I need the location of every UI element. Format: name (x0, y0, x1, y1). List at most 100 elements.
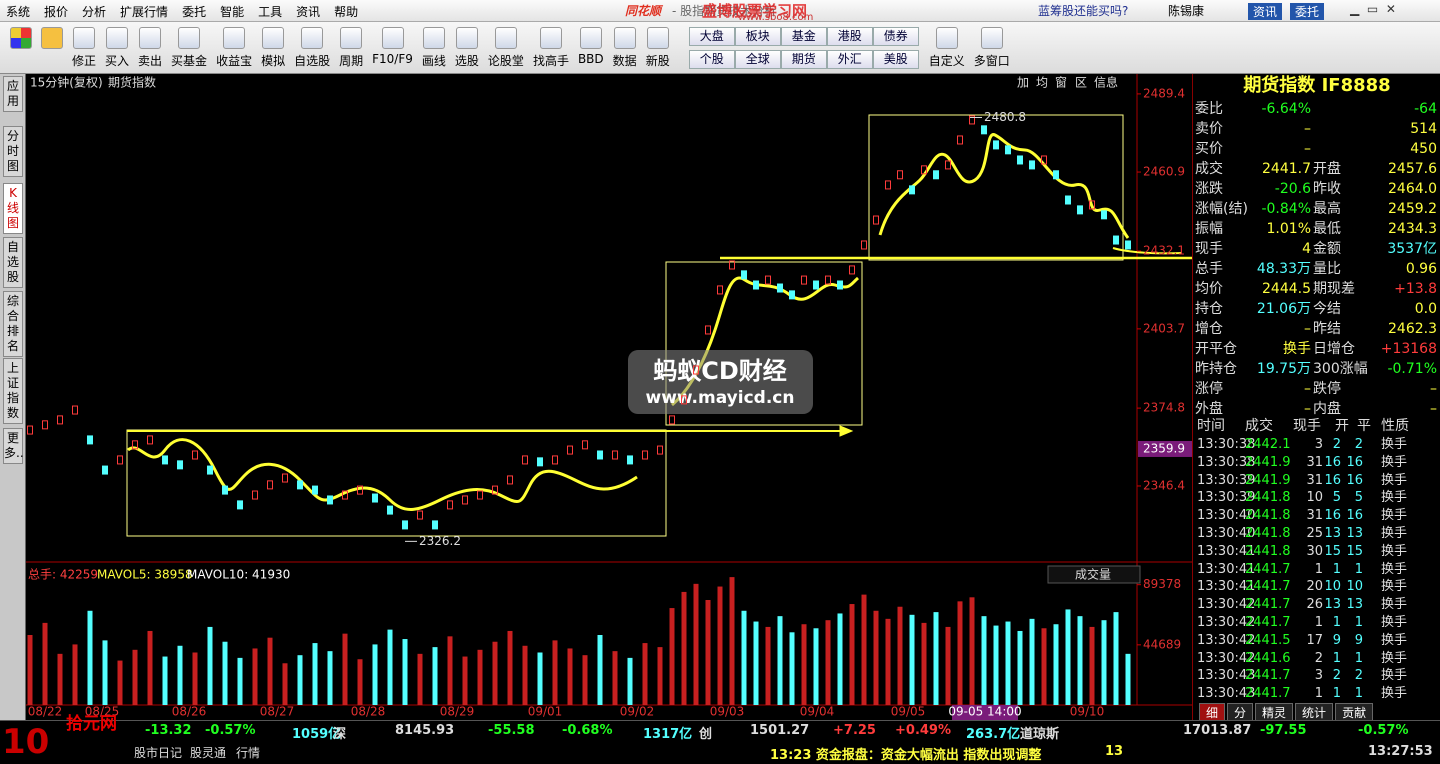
trade-cell: 1 (1332, 615, 1341, 630)
status-tab[interactable]: 股市日记 (134, 746, 183, 760)
market-button[interactable]: 大盘 (688, 27, 735, 46)
toolbar-button[interactable]: 卖出 (138, 27, 162, 69)
side-tab[interactable]: 综合排名 (3, 291, 23, 357)
toolbar-button[interactable]: 收益宝 (216, 27, 252, 69)
quote-value: 4 (1302, 241, 1311, 257)
trade-cell: 16 (1324, 454, 1341, 470)
top-button[interactable]: 委托 (1290, 3, 1325, 20)
toolbar-button[interactable]: 买入 (105, 27, 129, 69)
market-button[interactable]: 全球 (734, 50, 781, 69)
market-button[interactable]: 债券 (872, 27, 919, 46)
trade-header-cell: 平 (1357, 418, 1371, 434)
news-ticker[interactable]: 13:23 资金报盘：资金大幅流出 指数出现调整 (770, 748, 1042, 763)
side-tab[interactable]: 上证指数 (3, 358, 23, 424)
menu-item[interactable]: 工具 (258, 5, 283, 19)
toolbar-button[interactable]: 模拟 (261, 27, 285, 69)
candle (597, 450, 603, 460)
candle (885, 180, 891, 190)
watermark-bg (628, 350, 813, 414)
toolbar-button[interactable]: 自选股 (294, 27, 330, 69)
candle (477, 490, 483, 500)
side-tab[interactable]: 自选股 (3, 237, 23, 288)
toolbar-button[interactable]: 新股 (646, 27, 670, 69)
volume-bar (873, 610, 879, 705)
chart-name: 期货指数 (108, 75, 156, 90)
volume-selector[interactable]: 成交量 (1075, 567, 1111, 582)
chart-tool[interactable]: 区 (1075, 76, 1087, 90)
chart-tool[interactable]: 均 (1036, 76, 1048, 90)
candle (765, 275, 771, 285)
market-button[interactable]: 港股 (826, 27, 873, 46)
trade-cell: 换手 (1381, 490, 1408, 506)
toolbar-button[interactable]: 买基金 (171, 27, 207, 69)
side-tab[interactable]: 更多.. (3, 428, 24, 464)
menu-item[interactable]: 委托 (182, 5, 207, 19)
market-button[interactable]: 个股 (688, 50, 735, 69)
trade-tab[interactable]: 分 (1227, 703, 1254, 722)
menu-item[interactable]: 帮助 (334, 5, 359, 19)
market-button[interactable]: 外汇 (826, 50, 873, 69)
trade-cell: 13 (1346, 597, 1363, 613)
trade-cell: 5 (1354, 490, 1363, 506)
menu-item[interactable]: 扩展行情 (120, 5, 169, 19)
status-tab[interactable]: 股灵通 (190, 746, 227, 760)
trade-cell: 2441.5 (1245, 632, 1291, 648)
quote-label: 期现差 (1313, 281, 1355, 297)
volume-bar (87, 610, 93, 705)
side-tab[interactable]: 应用 (3, 76, 23, 112)
menu-item[interactable]: 系统 (6, 5, 31, 19)
side-tab[interactable]: 分时图 (3, 126, 23, 177)
trade-tab[interactable]: 细 (1199, 703, 1226, 722)
candle (1053, 170, 1059, 180)
market-button[interactable]: 板块 (734, 27, 781, 46)
quote-row: 卖价 – 514 (1195, 119, 1437, 139)
toolbar-button[interactable]: F10/F9 (372, 27, 413, 69)
toolbar-icon (935, 27, 958, 49)
index-item: 1059亿 (292, 727, 342, 742)
volume-selector-box[interactable] (1047, 565, 1141, 584)
quote-value: 2434.3 (1388, 221, 1437, 237)
toolbar-icon (301, 27, 324, 49)
mavol10: MAVOL10: 41930 (187, 568, 290, 582)
toolbar-icon (73, 27, 95, 49)
toolbar-button[interactable]: 选股 (455, 27, 479, 69)
market-button[interactable]: 美股 (872, 50, 919, 69)
market-button[interactable]: 期货 (780, 50, 827, 69)
status-tab[interactable]: 行情 (236, 746, 261, 760)
candle (933, 170, 939, 180)
trade-row: 13:30:38 2442.1 3 2 2 换手 (1195, 436, 1437, 454)
market-button[interactable]: 基金 (780, 27, 827, 46)
index-item: -97.55 (1260, 723, 1307, 738)
quote-label: 最低 (1313, 221, 1341, 237)
promo-link[interactable]: 蓝筹股还能买吗? (1038, 4, 1129, 18)
toolbar-button[interactable]: 论股堂 (488, 27, 524, 69)
toolbar-button[interactable]: 周期 (339, 27, 363, 69)
trade-tab[interactable]: 统计 (1295, 703, 1334, 722)
chart-tool[interactable]: 信息 (1094, 75, 1118, 90)
menu-item[interactable]: 报价 (44, 5, 69, 19)
toolbar-button[interactable]: 数据 (613, 27, 637, 69)
volume-bar (789, 632, 795, 705)
toolbar-button[interactable]: 找高手 (533, 27, 569, 69)
toolbar-button[interactable]: 自定义 (929, 27, 965, 69)
menu-item[interactable]: 分析 (82, 5, 107, 19)
toolbar-button[interactable]: 画线 (422, 27, 446, 69)
quote-row: 涨停 – 跌停 – (1195, 379, 1437, 399)
window-controls[interactable]: ▁ ▭ ✕ (1350, 2, 1396, 16)
volume-bar (627, 657, 633, 705)
chart-tool[interactable]: 窗 (1055, 76, 1067, 90)
y-tick-label: 44689 (1143, 637, 1181, 651)
toolbar-button[interactable]: BBD (578, 27, 604, 69)
toolbar-back[interactable] (41, 27, 63, 52)
menu-item[interactable]: 智能 (220, 5, 245, 19)
side-tab[interactable]: K线图 (3, 183, 23, 234)
toolbar-button[interactable]: 修正 (72, 27, 96, 69)
chart-tool[interactable]: 加 (1017, 76, 1029, 90)
quote-value: +13168 (1380, 341, 1437, 357)
toolbar-button[interactable]: 多窗口 (974, 27, 1010, 69)
candle (552, 455, 558, 465)
menu-item[interactable]: 资讯 (296, 5, 321, 19)
quote-value: 2441.7 (1262, 161, 1311, 177)
quote-label: 今结 (1313, 301, 1341, 317)
top-button[interactable]: 资讯 (1248, 3, 1283, 20)
